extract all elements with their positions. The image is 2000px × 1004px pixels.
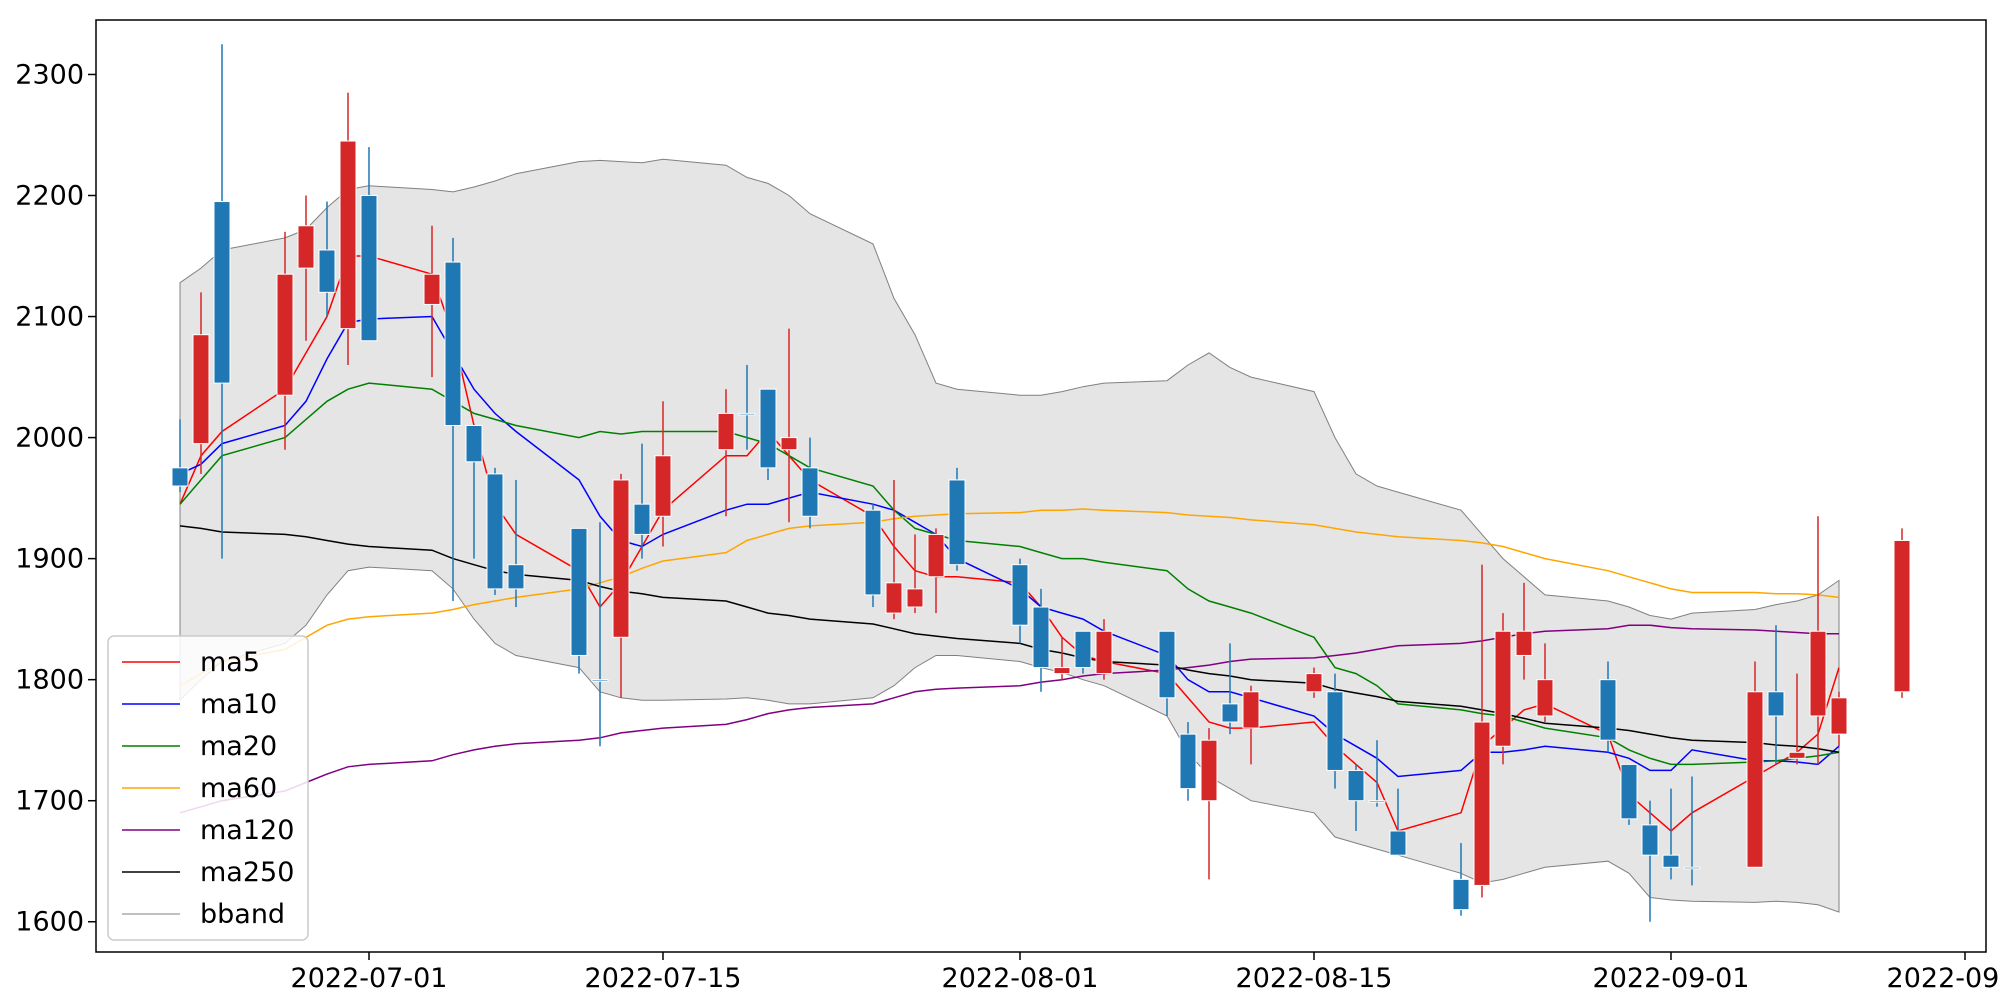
legend-label-ma10: ma10 bbox=[200, 689, 277, 720]
candle-body bbox=[1662, 854, 1680, 868]
candle-body bbox=[171, 467, 189, 487]
legend-label-ma250: ma250 bbox=[200, 857, 294, 888]
candle-body bbox=[1347, 769, 1365, 802]
ma10-line bbox=[179, 315, 1840, 778]
x-tick-label: 2022-08-01 bbox=[942, 963, 1099, 994]
candle-body bbox=[948, 479, 966, 566]
candle-body bbox=[1305, 673, 1323, 693]
candle-body bbox=[801, 467, 819, 517]
legend-label-bband: bband bbox=[200, 899, 285, 930]
x-tick-label: 2022-08-15 bbox=[1236, 963, 1393, 994]
candle-body bbox=[780, 437, 798, 451]
ma5-line bbox=[179, 255, 1840, 832]
candle-body bbox=[906, 588, 924, 608]
candle-body bbox=[864, 509, 882, 596]
candle-body bbox=[1788, 751, 1806, 759]
plot-frame bbox=[95, 19, 1987, 953]
x-tick-label: 2022-07-15 bbox=[585, 963, 742, 994]
candle-body bbox=[1032, 606, 1050, 669]
candle-body bbox=[465, 424, 483, 463]
y-tick-label: 1800 bbox=[15, 665, 84, 696]
candle-body bbox=[654, 455, 672, 517]
legend-label-ma60: ma60 bbox=[200, 773, 277, 804]
moving-average-lines bbox=[179, 255, 1840, 832]
candle-body bbox=[192, 334, 210, 445]
candle-body bbox=[1053, 667, 1071, 675]
candlesticks bbox=[171, 44, 1911, 922]
candle-body bbox=[1368, 800, 1386, 803]
candle-body bbox=[297, 225, 315, 269]
candle-body bbox=[444, 261, 462, 426]
legend: ma5 ma10 ma20 ma60 ma120 ma250 bband bbox=[107, 635, 309, 941]
x-tick-label: 2022-09-01 bbox=[1593, 963, 1750, 994]
candle-body bbox=[1515, 630, 1533, 656]
candle-body bbox=[1830, 697, 1848, 735]
bollinger-band-area bbox=[179, 158, 1840, 913]
candle-body bbox=[318, 249, 336, 293]
candle-body bbox=[1242, 691, 1260, 729]
legend-label-ma120: ma120 bbox=[200, 815, 294, 846]
candle-body bbox=[423, 273, 441, 305]
candle-body bbox=[1221, 703, 1239, 723]
candle-body bbox=[1599, 679, 1617, 741]
legend-label-ma20: ma20 bbox=[200, 731, 277, 762]
candle-body bbox=[1179, 733, 1197, 790]
candle-body bbox=[1641, 824, 1659, 856]
candle-body bbox=[1158, 630, 1176, 699]
y-tick-label: 1900 bbox=[15, 544, 84, 575]
candle-body bbox=[276, 273, 294, 396]
axes: 1600 1700 1800 1900 2000 2100 2200 2300 2022-07-… bbox=[15, 19, 2000, 994]
y-tick-label: 1700 bbox=[15, 786, 84, 817]
legend-label-ma5: ma5 bbox=[200, 647, 260, 678]
y-tick-label: 2200 bbox=[15, 181, 84, 212]
y-tick-label: 2300 bbox=[15, 59, 84, 90]
candle-body bbox=[1746, 691, 1764, 868]
candle-body bbox=[633, 503, 651, 535]
candle-body bbox=[1452, 878, 1470, 911]
candle-body bbox=[927, 533, 945, 578]
candle-body bbox=[507, 564, 525, 590]
candle-body bbox=[1536, 679, 1554, 717]
candle-body bbox=[339, 140, 357, 330]
candle-body bbox=[591, 679, 609, 682]
candle-body bbox=[1326, 691, 1344, 771]
x-tick-label: 2022-09-15 bbox=[1887, 963, 2000, 994]
candle-body bbox=[1809, 630, 1827, 717]
candle-body bbox=[885, 582, 903, 614]
ma120-line bbox=[179, 624, 1839, 814]
ma20-line bbox=[179, 382, 1840, 766]
y-tick-label: 2000 bbox=[15, 423, 84, 454]
legend-box bbox=[107, 635, 309, 941]
candle-body bbox=[1011, 564, 1029, 626]
bollinger-band bbox=[179, 158, 1840, 913]
candle-body bbox=[1200, 739, 1218, 802]
candle-body bbox=[759, 388, 777, 469]
candle-body bbox=[360, 195, 378, 342]
candle-body bbox=[612, 479, 630, 638]
candle-body bbox=[1074, 630, 1092, 669]
ma60-line bbox=[179, 508, 1840, 687]
candle-body bbox=[213, 201, 231, 384]
candle-body bbox=[1389, 830, 1407, 856]
ma250-line bbox=[179, 525, 1840, 754]
candle-body bbox=[738, 412, 756, 416]
candle-body bbox=[1494, 630, 1512, 747]
candle-body bbox=[717, 412, 735, 451]
candle-body bbox=[1620, 763, 1638, 820]
candle-body bbox=[1893, 539, 1911, 693]
x-tick-label: 2022-07-01 bbox=[291, 963, 448, 994]
candle-body bbox=[570, 527, 588, 656]
candle-body bbox=[1095, 630, 1113, 675]
candle-body bbox=[1683, 866, 1701, 870]
y-tick-label: 1600 bbox=[15, 907, 84, 938]
candle-body bbox=[1473, 721, 1491, 886]
y-tick-label: 2100 bbox=[15, 302, 84, 333]
candle-body bbox=[486, 473, 504, 590]
candle-body bbox=[1767, 691, 1785, 717]
